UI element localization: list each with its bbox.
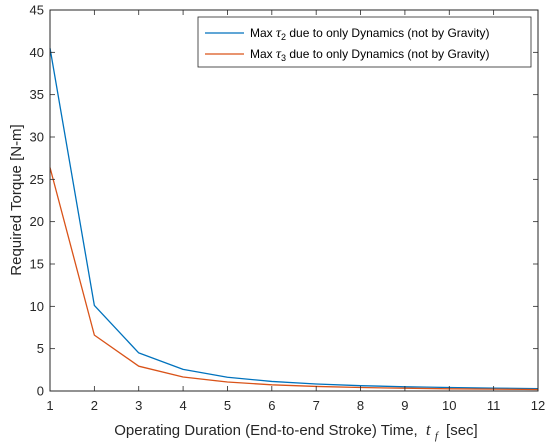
x-tick-label: 12 <box>531 398 545 413</box>
x-axis-label-text: Operating Duration (End-to-end Stroke) T… <box>114 422 417 439</box>
x-tick-label: 2 <box>91 398 98 413</box>
series-line-1 <box>49 167 539 391</box>
legend-label-tau3: Max τ3 due to only Dynamics (not by Grav… <box>250 47 489 63</box>
x-tick-label: 4 <box>179 398 186 413</box>
y-axis-label: Required Torque [N-m] <box>8 124 25 275</box>
plot-area <box>50 10 538 391</box>
y-tick-label: 15 <box>30 257 44 272</box>
x-axis-label-symbol: t <box>426 420 432 439</box>
series-line-0 <box>49 47 539 390</box>
legend-label-tau2: Max τ2 due to only Dynamics (not by Grav… <box>250 26 489 42</box>
y-tick-label: 0 <box>37 384 44 399</box>
y-tick-label: 35 <box>30 87 44 102</box>
y-tick-label: 25 <box>30 172 44 187</box>
x-tick-label: 7 <box>313 398 320 413</box>
x-axis-label: Operating Duration (End-to-end Stroke) T… <box>114 420 477 443</box>
x-tick-label: 6 <box>268 398 275 413</box>
x-tick-label: 3 <box>135 398 142 413</box>
x-tick-label: 5 <box>224 398 231 413</box>
x-tick-label: 1 <box>46 398 53 413</box>
legend-box <box>197 16 532 68</box>
y-tick-label: 5 <box>37 341 44 356</box>
y-tick-label: 20 <box>30 214 44 229</box>
y-tick-label: 10 <box>30 299 44 314</box>
x-axis-label-unit: [sec] <box>446 422 478 439</box>
y-tick-label: 45 <box>30 3 44 18</box>
x-tick-label: 10 <box>442 398 456 413</box>
plot-frame <box>49 9 539 392</box>
y-tick-label: 40 <box>30 45 44 60</box>
x-tick-label: 11 <box>487 398 501 413</box>
x-tick-label: 8 <box>357 398 364 413</box>
legend: Max τ2 due to only Dynamics (not by Grav… <box>197 16 532 68</box>
x-axis-label-subscript: f <box>435 430 440 442</box>
x-tick-label: 9 <box>401 398 408 413</box>
y-tick-label: 30 <box>30 130 44 145</box>
